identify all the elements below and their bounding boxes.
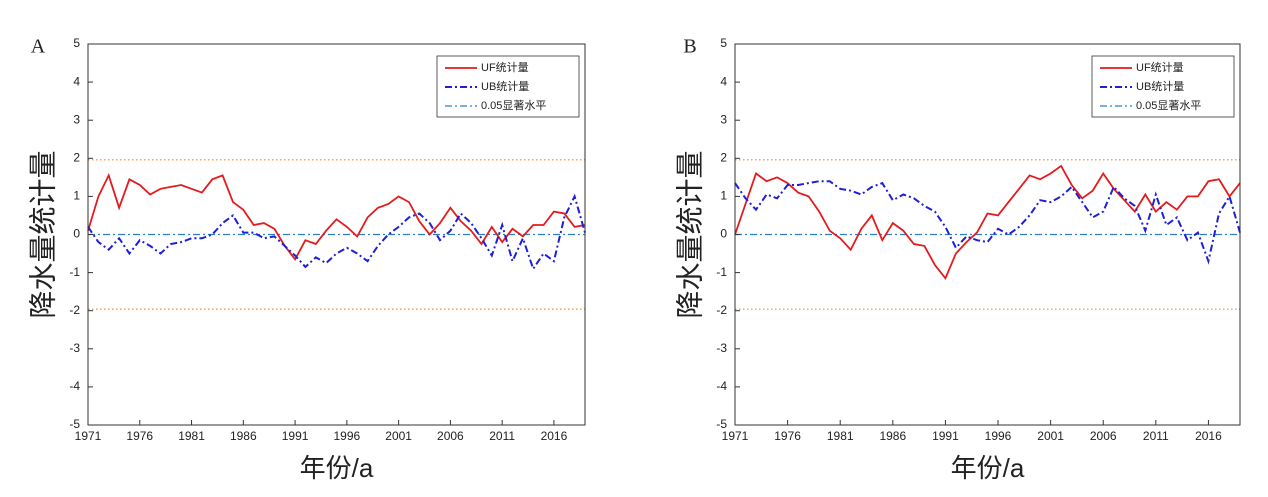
x-tick-label: 1976: [126, 429, 153, 443]
y-tick-label: 1: [720, 189, 727, 203]
legend-label: UF统计量: [1136, 61, 1184, 74]
legend-label: UB统计量: [1136, 80, 1184, 93]
panel-label: B: [683, 36, 696, 58]
y-tick-label: -5: [716, 417, 727, 431]
y-tick-label: -2: [69, 303, 80, 317]
y-tick-label: 0: [73, 227, 80, 241]
y-tick-label: 3: [73, 112, 80, 126]
panel-label: A: [31, 36, 46, 58]
y-tick-label: -1: [716, 265, 727, 279]
y-tick-label: 4: [73, 74, 80, 88]
x-tick-label: 1976: [774, 429, 801, 443]
series-line: [734, 164, 1241, 281]
y-axis-label: 降水量统计量: [674, 150, 705, 318]
y-tick-label: -4: [716, 379, 727, 393]
x-tick-label: 1981: [178, 429, 205, 443]
y-tick-label: 2: [73, 150, 80, 164]
x-tick-label: 2011: [1143, 429, 1169, 443]
y-tick-label: -2: [716, 303, 727, 317]
x-tick-label: 2001: [385, 429, 412, 443]
y-tick-label: 5: [73, 36, 80, 50]
x-tick-label: 1996: [334, 429, 361, 443]
x-tick-label: 2001: [1037, 429, 1064, 443]
y-tick-label: 1: [73, 189, 80, 203]
x-tick-label: 2016: [541, 429, 568, 443]
series-line: [734, 180, 1241, 265]
y-tick-label: 3: [720, 112, 727, 126]
y-tick-label: 2: [720, 150, 727, 164]
x-tick-label: 2011: [489, 429, 515, 443]
y-tick-label: -3: [716, 341, 727, 355]
series-line: [87, 193, 586, 272]
x-tick-label: 1986: [879, 429, 906, 443]
x-tick-label: 2006: [437, 429, 464, 443]
x-tick-label: 2016: [1195, 429, 1222, 443]
x-tick-label: 1991: [282, 429, 309, 443]
y-tick-label: -5: [69, 417, 80, 431]
legend-label: UB统计量: [481, 80, 529, 93]
legend-label: UF统计量: [481, 61, 529, 74]
y-tick-label: -1: [69, 265, 80, 279]
x-tick-label: 1971: [722, 429, 749, 443]
y-axis-label: 降水量统计量: [27, 150, 58, 318]
legend-label: 0.05显著水平: [1136, 98, 1201, 112]
x-tick-label: 1996: [985, 429, 1012, 443]
x-tick-label: 1986: [230, 429, 257, 443]
y-tick-label: -4: [69, 379, 80, 393]
y-tick-label: 5: [720, 36, 727, 50]
series-line: [87, 172, 586, 261]
legend-label: 0.05显著水平: [481, 98, 546, 112]
x-tick-label: 2006: [1090, 429, 1117, 443]
y-tick-label: 0: [720, 227, 727, 241]
x-tick-label: 1981: [827, 429, 854, 443]
y-tick-label: -3: [69, 341, 80, 355]
x-axis-label: 年份/a: [951, 453, 1025, 483]
x-axis-label: 年份/a: [300, 453, 374, 483]
x-tick-label: 1991: [932, 429, 959, 443]
x-tick-label: 1971: [75, 429, 102, 443]
y-tick-label: 4: [720, 74, 727, 88]
